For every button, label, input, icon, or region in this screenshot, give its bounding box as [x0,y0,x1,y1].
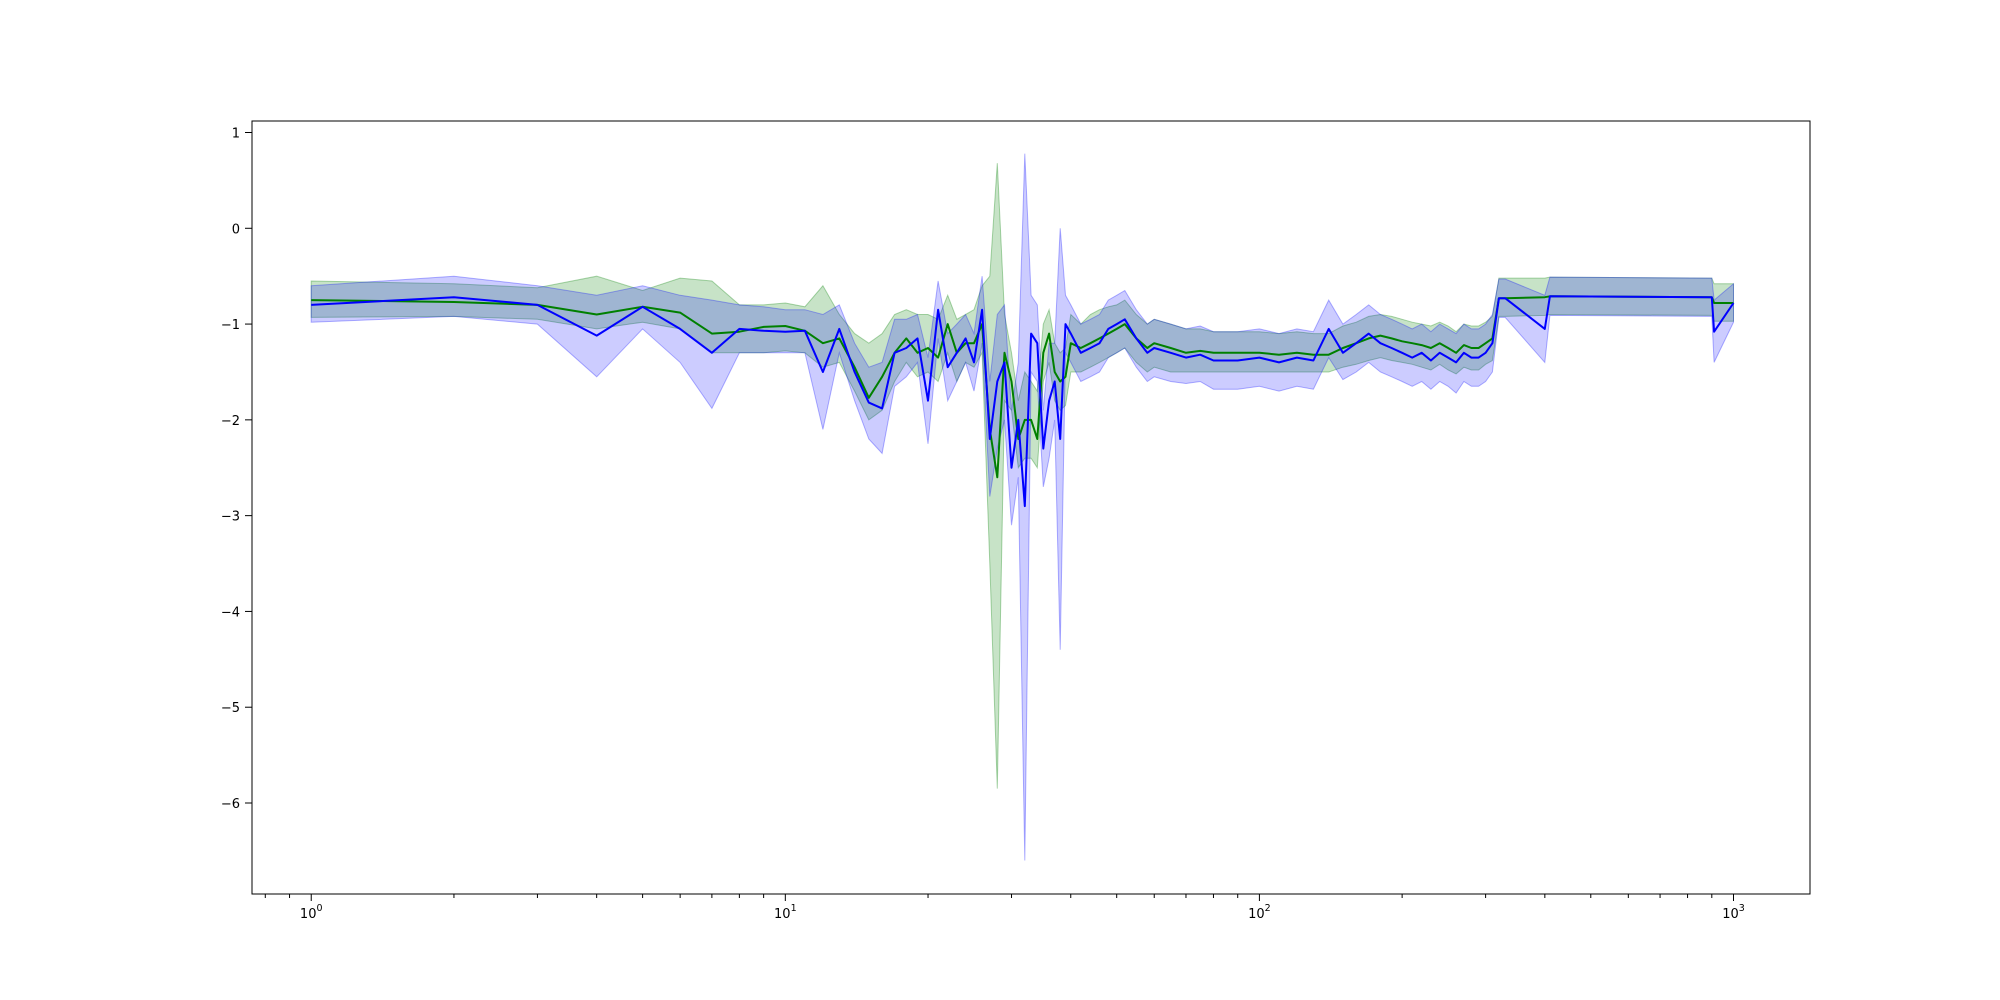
plot-area [310,153,1735,861]
axes-frame [251,120,1811,895]
y-tick-label: −5 [221,701,240,716]
x-tick-label: 103 [1722,903,1745,922]
x-tick-label: 101 [774,903,797,922]
x-tick-label: 102 [1248,903,1271,922]
y-tick-label: −2 [221,414,240,429]
line-series-1 [311,295,1734,479]
y-tick-label: −4 [221,605,240,620]
y-tick-label: 1 [232,126,240,141]
y-tick-label: −3 [221,510,240,525]
y-axis: 1 0 −1 −2 −3 −4 −5 −6 [221,126,252,812]
line-series-2 [311,295,1735,508]
y-tick-label: 0 [232,222,240,237]
x-tick-label: 100 [300,903,323,922]
confidence-band-series-1 [310,163,1734,789]
y-tick-label: −6 [221,797,240,812]
x-axis: 100 101 102 103 [264,894,1745,922]
y-tick-label: −1 [221,318,240,333]
